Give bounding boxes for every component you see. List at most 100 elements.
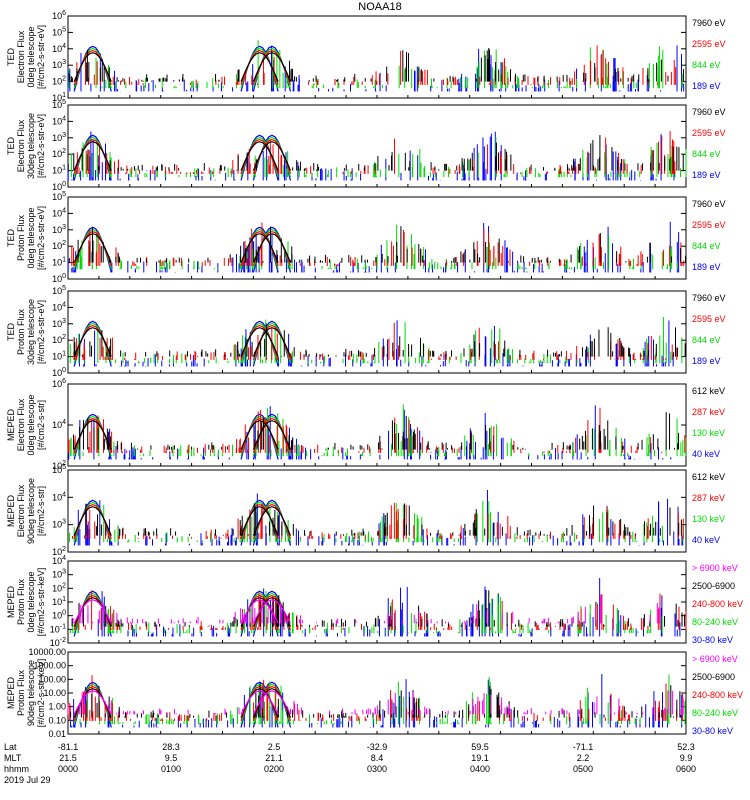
panel-frame [67, 651, 687, 735]
legend-entry: 612 keV [692, 472, 725, 482]
y-tick-label: 100 [52, 610, 66, 621]
hhmm-tick-label: 0000 [58, 764, 78, 774]
y-axis-label-line: 30deg telescope [26, 299, 36, 365]
mlt-tick-label: 9.9 [680, 753, 693, 763]
y-axis-label-line: 0deg telescope [26, 26, 36, 87]
y-tick-label: 102 [52, 582, 66, 593]
y-tick-label: 105 [52, 99, 66, 110]
y-axis-label: MEPEDProton Flux90deg telescope[#/cm2-s-… [6, 659, 46, 728]
y-axis-label-line: Proton Flux [16, 214, 26, 261]
y-tick-label: 104 [52, 555, 66, 566]
legend-entry: 2595 eV [692, 128, 726, 138]
y-axis-label: TEDElectron Flux0deg telescope[#/cm2-s-s… [6, 25, 46, 89]
pass-curve [252, 52, 292, 82]
data-marks [69, 577, 687, 637]
legend-entry: 80-240 keV [692, 708, 738, 718]
y-axis-label-line: 30deg telescope [26, 113, 36, 179]
y-tick-label: 101 [52, 165, 66, 176]
y-tick-label: 105 [52, 191, 66, 202]
mlt-tick-label: 2.2 [577, 753, 590, 763]
pass-curve [73, 327, 112, 357]
hhmm-tick-label: 0600 [676, 764, 696, 774]
pass-curve [240, 327, 279, 357]
legend-entry: 130 keV [692, 514, 725, 524]
y-axis-label-line: Proton Flux [16, 308, 26, 355]
y-axis-label: TEDElectron Flux30deg telescope[#/cm2-s-… [6, 113, 46, 179]
pass-curve [252, 506, 292, 536]
data-marks [68, 490, 684, 546]
legend-entry: 30-80 keV [692, 635, 733, 645]
legend-entry: 130 keV [692, 428, 725, 438]
y-tick-label: 103 [52, 519, 66, 530]
legend-entry: 287 keV [692, 407, 725, 417]
y-tick-label: 102 [52, 334, 66, 345]
pass-curve [73, 420, 112, 450]
y-tick-label: 104 [52, 301, 66, 312]
data-marks [67, 674, 686, 728]
lat-tick-label: -71.1 [573, 742, 594, 752]
y-tick-label: 101 [52, 92, 66, 103]
pass-curve [73, 599, 112, 624]
data-marks [69, 317, 686, 367]
panel-frame [67, 15, 687, 99]
legend-entry: 80-240 keV [692, 617, 738, 627]
panel-frame [67, 383, 687, 467]
hhmm-tick-label: 0400 [470, 764, 490, 774]
y-axis-label-line: MEPED [6, 409, 16, 442]
y-axis-label-line: MEPED [6, 586, 16, 619]
mlt-tick-label: 21.1 [265, 753, 283, 763]
pass-curve [73, 690, 112, 715]
legend-entry: 7960 eV [692, 107, 726, 117]
y-tick-label: 10000.00 [28, 647, 66, 657]
y-tick-label: 105 [52, 26, 66, 37]
lat-tick-label: -32.9 [367, 742, 388, 752]
panel-3: 100 101 102 103 104 105 TEDProton Flux0deg tel… [6, 191, 726, 284]
panel-4: 100 101 102 103 104 105 TEDProton Flux30deg te… [6, 285, 726, 378]
y-tick-label: 101 [52, 351, 66, 362]
y-tick-label: 1.00 [48, 702, 66, 712]
y-tick-label: 103 [52, 132, 66, 143]
y-axis-label-line: 90deg telescope [26, 478, 36, 544]
data-marks [67, 131, 687, 181]
y-axis-label-line: TED [6, 136, 16, 155]
y-axis-label: MEPEDElectron Flux90deg telescope[#/cm2-… [6, 478, 46, 544]
y-axis-label-line: [#/cm2-s-str-keV] [36, 568, 46, 637]
data-marks [67, 404, 687, 460]
y-tick-label: 104 [52, 207, 66, 218]
legend-entry: 287 keV [692, 493, 725, 503]
lat-tick-label: 52.3 [677, 742, 695, 752]
date-label: 2019 Jul 29 [4, 775, 51, 785]
pass-curve [252, 141, 292, 171]
y-axis-label: TEDProton Flux0deg telescope[#/cm2-s-str… [6, 206, 46, 270]
pass-curve [252, 420, 292, 450]
pass-curve [252, 327, 292, 357]
legend-entry: 2595 eV [692, 220, 726, 230]
y-tick-label: 100 [52, 181, 66, 192]
y-axis-label-line: [#/cm2-s-str] [36, 400, 46, 450]
y-tick-label: 102 [52, 546, 66, 557]
y-tick-label: 1000.00 [33, 661, 66, 671]
y-tick-label: 106 [52, 378, 66, 389]
hhmm-tick-label: 0100 [161, 764, 181, 774]
y-tick-label: 104 [52, 43, 66, 54]
pass-curve [240, 141, 279, 171]
y-tick-label: 104 [52, 115, 66, 126]
legend-entry: 2500-6900 [692, 672, 735, 682]
legend-entry: 844 eV [692, 60, 721, 70]
plot-title: NOAA18 [358, 1, 401, 13]
time-axis-row-label: Lat [4, 742, 17, 752]
y-tick-label: 105 [52, 464, 66, 475]
lat-tick-label: 28.3 [162, 742, 180, 752]
legend-entry: > 6900 keV [692, 654, 738, 664]
y-axis-label-line: Electron Flux [16, 398, 26, 451]
pass-curve [73, 52, 112, 82]
y-tick-label: 100 [52, 273, 66, 284]
data-marks [67, 40, 685, 92]
y-tick-label: 100 [52, 367, 66, 378]
y-axis-label-line: TED [6, 228, 16, 247]
y-axis-label: MEPEDProton Flux0deg telescope[#/cm2-s-s… [6, 568, 46, 637]
y-axis-label-line: [#/cm2-s-str-eV] [36, 206, 46, 270]
legend-entry: 189 eV [692, 81, 721, 91]
panel-7: 10-2 10-1 100 101 102 103 104 MEPEDProton Flux0… [6, 555, 743, 648]
y-axis-label-line: Proton Flux [16, 669, 26, 716]
